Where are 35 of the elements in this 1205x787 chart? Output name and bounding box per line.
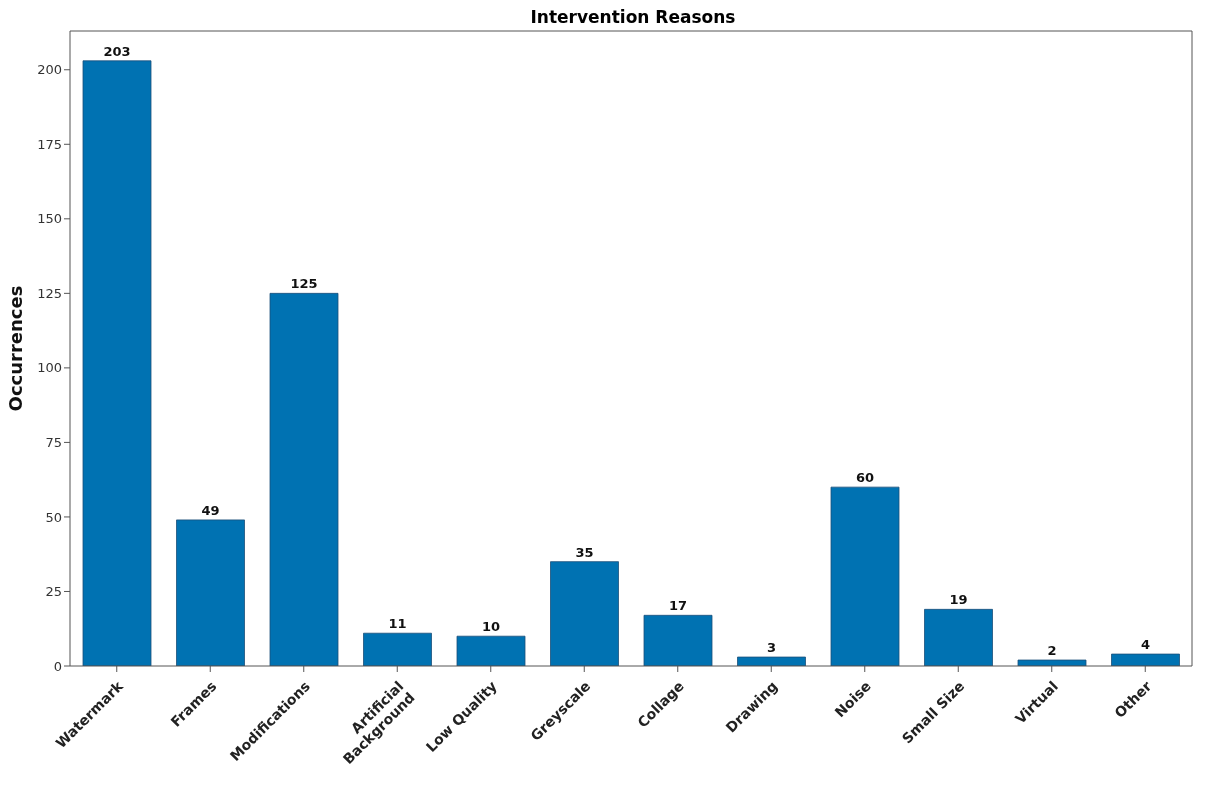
bar — [269, 292, 339, 666]
data-label: 2 — [1047, 643, 1057, 659]
bar — [1017, 659, 1087, 666]
bar — [737, 656, 806, 666]
bar — [924, 608, 993, 666]
data-label: 203 — [103, 43, 131, 59]
chart-title: Intervention Reasons — [529, 7, 737, 27]
y-tick-label: 50 — [45, 509, 62, 525]
bar — [550, 561, 619, 666]
y-axis-title: Occurrences — [5, 285, 27, 412]
data-label: 35 — [575, 544, 594, 560]
y-tick-label: 75 — [45, 435, 62, 451]
data-label: 3 — [766, 640, 777, 656]
data-label: 49 — [201, 502, 220, 518]
bar — [176, 519, 245, 666]
y-tick-label: 0 — [53, 658, 62, 674]
data-label: 11 — [388, 616, 407, 632]
y-tick-label: 25 — [45, 584, 62, 600]
y-tick-label: 100 — [37, 360, 62, 376]
data-label: 4 — [1140, 637, 1151, 653]
data-label: 19 — [949, 592, 968, 608]
data-label: 17 — [668, 598, 688, 614]
data-label: 60 — [855, 470, 875, 486]
data-label: 125 — [290, 276, 318, 292]
bar — [830, 486, 900, 666]
y-tick-label: 200 — [37, 62, 62, 78]
bar — [456, 635, 526, 666]
bar — [82, 60, 152, 666]
data-label: 10 — [481, 619, 501, 635]
bar — [643, 614, 713, 666]
y-tick-label: 125 — [37, 285, 62, 301]
y-tick-label: 175 — [37, 136, 62, 152]
y-tick-label: 150 — [37, 211, 62, 227]
bar — [1111, 653, 1180, 666]
bar — [363, 632, 432, 666]
